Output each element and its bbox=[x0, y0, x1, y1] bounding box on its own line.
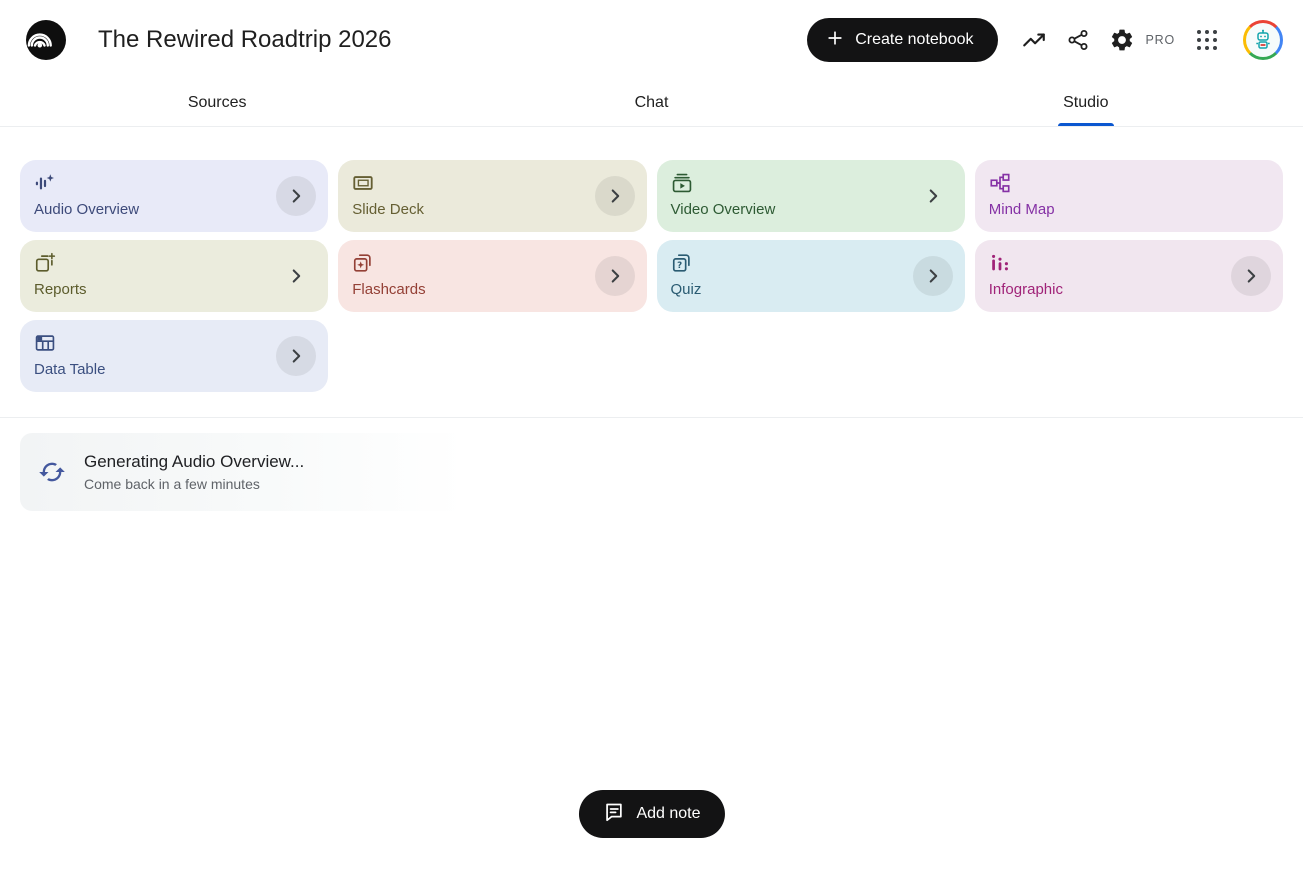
card-label: Audio Overview bbox=[34, 201, 140, 218]
tab-studio[interactable]: Studio bbox=[869, 80, 1303, 126]
studio-card-mind-map[interactable]: Mind Map bbox=[974, 160, 1283, 232]
card-label: Flashcards bbox=[352, 281, 426, 298]
card-label: Infographic bbox=[988, 281, 1063, 298]
report-stack-add-icon bbox=[35, 252, 56, 272]
app-header: The Rewired Roadtrip 2026 Create noteboo… bbox=[0, 0, 1303, 80]
chevron-right-icon[interactable] bbox=[276, 256, 316, 296]
main-tab-bar: Sources Chat Studio bbox=[0, 80, 1303, 127]
status-title: Generating Audio Overview... bbox=[84, 452, 305, 471]
studio-section-divider bbox=[0, 417, 1303, 418]
studio-card-video-overview[interactable]: Video Overview bbox=[656, 160, 965, 232]
note-icon bbox=[602, 801, 624, 828]
slide-deck-icon bbox=[353, 176, 373, 190]
audio-waveform-sparkle-icon bbox=[35, 174, 54, 190]
notebooklm-logo-icon[interactable] bbox=[26, 20, 66, 60]
generating-status-card: Generating Audio Overview... Come back i… bbox=[20, 433, 465, 511]
plus-icon bbox=[825, 28, 845, 53]
card-label: Quiz bbox=[670, 281, 702, 298]
share-icon[interactable] bbox=[1056, 18, 1100, 62]
card-label: Slide Deck bbox=[352, 201, 424, 218]
flashcards-star-icon bbox=[354, 254, 371, 272]
svg-text:?: ? bbox=[677, 261, 682, 271]
status-subtitle: Come back in a few minutes bbox=[84, 476, 260, 492]
studio-card-flashcards[interactable]: Flashcards bbox=[338, 240, 647, 312]
studio-card-infographic[interactable]: Infographic bbox=[974, 240, 1283, 312]
active-tab-underline bbox=[1057, 123, 1114, 126]
card-label: Video Overview bbox=[670, 201, 776, 218]
settings-gear-icon[interactable] bbox=[1100, 18, 1144, 62]
quiz-cards-question-icon: ? bbox=[672, 254, 690, 272]
chevron-right-icon[interactable] bbox=[276, 176, 317, 216]
tab-chat[interactable]: Chat bbox=[434, 80, 868, 126]
tab-sources[interactable]: Sources bbox=[0, 80, 434, 126]
google-apps-grid-icon[interactable] bbox=[1185, 18, 1229, 62]
analytics-trending-up-icon[interactable] bbox=[1012, 18, 1056, 62]
studio-card-data-table[interactable]: Data Table bbox=[20, 320, 329, 392]
data-table-icon bbox=[35, 335, 55, 351]
robot-avatar-image bbox=[1246, 23, 1280, 57]
card-label: Mind Map bbox=[988, 201, 1055, 218]
chevron-right-icon[interactable] bbox=[913, 176, 953, 216]
studio-card-reports[interactable]: Reports bbox=[20, 240, 329, 312]
add-note-label: Add note bbox=[636, 805, 701, 822]
sync-icon bbox=[36, 456, 68, 488]
video-stack-play-icon bbox=[672, 173, 691, 193]
infographic-bars-icon bbox=[991, 254, 1008, 271]
chevron-right-icon[interactable] bbox=[594, 176, 635, 216]
header-actions: Create notebook PRO bbox=[807, 18, 1283, 62]
studio-tools-grid: Audio Overview Slide Deck Video Overvi bbox=[20, 160, 1283, 392]
card-label: Data Table bbox=[34, 361, 106, 378]
studio-card-audio-overview[interactable]: Audio Overview bbox=[20, 160, 329, 232]
chevron-right-icon[interactable] bbox=[912, 256, 953, 296]
user-avatar[interactable] bbox=[1243, 20, 1283, 60]
studio-card-quiz[interactable]: ? Quiz bbox=[656, 240, 965, 312]
notebook-title[interactable]: The Rewired Roadtrip 2026 bbox=[98, 26, 392, 53]
chevron-right-icon[interactable] bbox=[1231, 256, 1271, 296]
pro-plan-badge: PRO bbox=[1145, 33, 1175, 47]
card-label: Reports bbox=[34, 281, 87, 298]
mind-map-nodes-icon bbox=[990, 173, 1010, 193]
create-notebook-label: Create notebook bbox=[855, 31, 974, 48]
add-note-button[interactable]: Add note bbox=[578, 790, 725, 838]
chevron-right-icon[interactable] bbox=[276, 336, 317, 376]
studio-card-slide-deck[interactable]: Slide Deck bbox=[338, 160, 647, 232]
create-notebook-button[interactable]: Create notebook bbox=[807, 18, 998, 62]
status-text: Generating Audio Overview... Come back i… bbox=[84, 452, 304, 492]
chevron-right-icon[interactable] bbox=[594, 256, 635, 296]
